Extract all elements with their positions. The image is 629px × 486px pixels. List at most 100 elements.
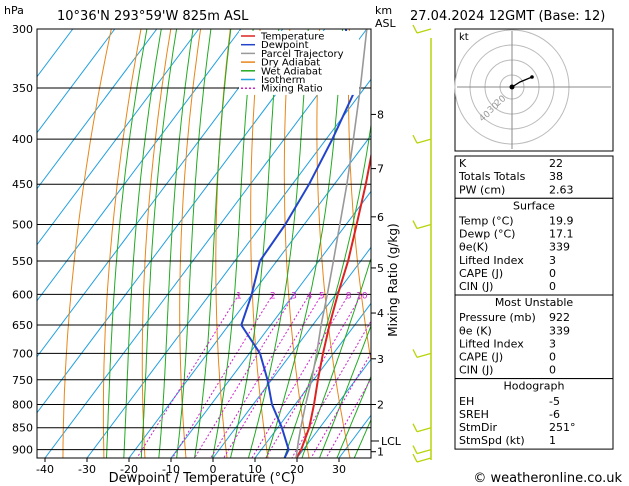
mixing-ratio-line bbox=[265, 294, 363, 458]
mixing-ratio-label: 8 bbox=[346, 291, 352, 301]
hodograph-point bbox=[530, 75, 534, 79]
temperature-tick-label: 0 bbox=[210, 463, 217, 476]
surface-row-value: 0 bbox=[549, 267, 556, 280]
wet-adiabat-lines bbox=[105, 29, 371, 458]
wet-adiabat-line bbox=[247, 29, 309, 458]
surface-row-value: 17.1 bbox=[549, 228, 574, 241]
isotherm-line bbox=[296, 358, 371, 458]
wind-barb-flag bbox=[412, 423, 418, 432]
wind-barb-flag bbox=[412, 134, 418, 144]
dry-adiabat-lines bbox=[62, 29, 629, 458]
wind-barb-flag bbox=[412, 349, 418, 358]
temperature-line bbox=[295, 151, 371, 458]
wet-adiabat-line bbox=[301, 256, 371, 458]
wet-adiabat-line bbox=[193, 29, 232, 458]
isobar-lines bbox=[37, 29, 371, 451]
mixing-ratio-axis-label: Mixing Ratio (g/kg) bbox=[386, 223, 400, 336]
dry-adiabat-line bbox=[179, 29, 202, 458]
lcl-label: LCL bbox=[381, 435, 402, 448]
wet-adiabat-line bbox=[336, 375, 371, 458]
temperature-tick-label: 30 bbox=[332, 463, 346, 476]
legend-label: Wet Adiabat bbox=[261, 66, 322, 77]
temperature-tick-label: 20 bbox=[290, 463, 304, 476]
hodograph-stats-row-label: SREH bbox=[459, 408, 489, 421]
profile-series bbox=[240, 29, 371, 458]
pressure-axis: 300 350 400 450 500 550 600 650 700 750 800 850 900 bbox=[12, 23, 33, 457]
mixing-ratio-line bbox=[172, 294, 274, 458]
hodograph-stats-row-label: EH bbox=[459, 395, 474, 408]
surface-row-value: 3 bbox=[549, 254, 556, 267]
dewpoint-line bbox=[240, 29, 358, 458]
isotherm-line bbox=[44, 29, 368, 458]
indices-row-value: 2.63 bbox=[549, 183, 574, 196]
wet-adiabat-line bbox=[140, 29, 178, 458]
mixing-ratio-label: 3 bbox=[291, 291, 297, 301]
wind-barb-staff bbox=[416, 28, 432, 34]
wind-barb bbox=[412, 349, 432, 358]
mixing-ratio-label: 20 bbox=[399, 291, 411, 301]
pressure-tick-label: 600 bbox=[12, 288, 33, 301]
pressure-tick-label: 750 bbox=[12, 374, 33, 387]
most-unstable-box bbox=[454, 294, 614, 380]
height-tick-label: 3 bbox=[377, 353, 384, 366]
surface-row-label: Dewp (°C) bbox=[459, 228, 515, 241]
pressure-tick-label: 400 bbox=[12, 133, 33, 146]
mixing-ratio-line bbox=[291, 320, 371, 458]
wind-barb-staff bbox=[416, 138, 432, 144]
mixing-ratio-label: 4 bbox=[307, 291, 313, 301]
pressure-tick-label: 350 bbox=[12, 82, 33, 95]
isotherm-line bbox=[37, 29, 242, 302]
mixing-ratio-lines bbox=[136, 294, 371, 458]
wind-barb bbox=[412, 134, 432, 144]
chart-title: 10°36'N 293°59'W 825m ASL bbox=[57, 9, 249, 24]
indices-row-label: PW (cm) bbox=[459, 183, 505, 196]
legend-label: Isotherm bbox=[261, 75, 305, 86]
surface-row-label: CAPE (J) bbox=[459, 267, 503, 280]
isotherm-line bbox=[37, 29, 326, 414]
dry-adiabat-line bbox=[617, 29, 629, 458]
hodograph-stats-row-value: 1 bbox=[549, 434, 556, 447]
pressure-tick-label: 650 bbox=[12, 319, 33, 332]
surface-row-label: Lifted Index bbox=[459, 254, 524, 267]
mixing-ratio-line bbox=[194, 294, 295, 458]
asl-label: ASL bbox=[375, 17, 397, 30]
wind-barb-flag bbox=[412, 220, 418, 229]
wet-adiabat-line bbox=[211, 29, 254, 458]
wind-barb-staff bbox=[416, 457, 432, 463]
surface-row-label: θe(K) bbox=[459, 241, 488, 254]
mixing-ratio-line bbox=[310, 352, 371, 458]
copyright: © weatheronline.co.uk bbox=[473, 471, 622, 486]
surface-row-label: Temp (°C) bbox=[458, 215, 514, 228]
isotherm-lines bbox=[37, 29, 371, 458]
pressure-tick-label: 850 bbox=[12, 422, 33, 435]
most-unstable-row-label: θe (K) bbox=[459, 324, 492, 337]
temperature-tick-label: -40 bbox=[36, 463, 54, 476]
dry-adiabat-line bbox=[141, 29, 172, 458]
indices-row-value: 38 bbox=[549, 170, 563, 183]
hodograph-stats-row-value: -6 bbox=[549, 408, 560, 421]
most-unstable-row-value: 922 bbox=[549, 311, 570, 324]
wind-barb bbox=[412, 24, 432, 34]
isotherm-line bbox=[37, 29, 74, 78]
hodograph-kt-label: kt bbox=[459, 32, 469, 43]
isotherm-line bbox=[254, 302, 371, 458]
wet-adiabat-line bbox=[123, 29, 162, 458]
wind-barb-staff bbox=[416, 448, 432, 455]
legend-label: Dry Adiabat bbox=[261, 58, 320, 69]
legend-label: Mixing Ratio bbox=[261, 84, 323, 95]
dry-adiabat-line bbox=[283, 29, 310, 458]
wet-adiabat-line bbox=[318, 324, 371, 458]
pressure-tick-label: 700 bbox=[12, 347, 33, 360]
wind-barbs bbox=[412, 24, 432, 463]
surface-row-value: 339 bbox=[549, 241, 570, 254]
hpa-label: hPa bbox=[4, 4, 24, 17]
dry-adiabat-line bbox=[62, 29, 112, 458]
surface-title: Surface bbox=[513, 199, 555, 212]
mixing-ratio-label: 2 bbox=[270, 291, 276, 301]
indices-box bbox=[454, 155, 614, 199]
wet-adiabat-line bbox=[158, 29, 194, 458]
temperature-tick-label: -20 bbox=[120, 463, 138, 476]
indices-row-value: 22 bbox=[549, 157, 563, 170]
wind-barb-staff bbox=[416, 352, 432, 358]
